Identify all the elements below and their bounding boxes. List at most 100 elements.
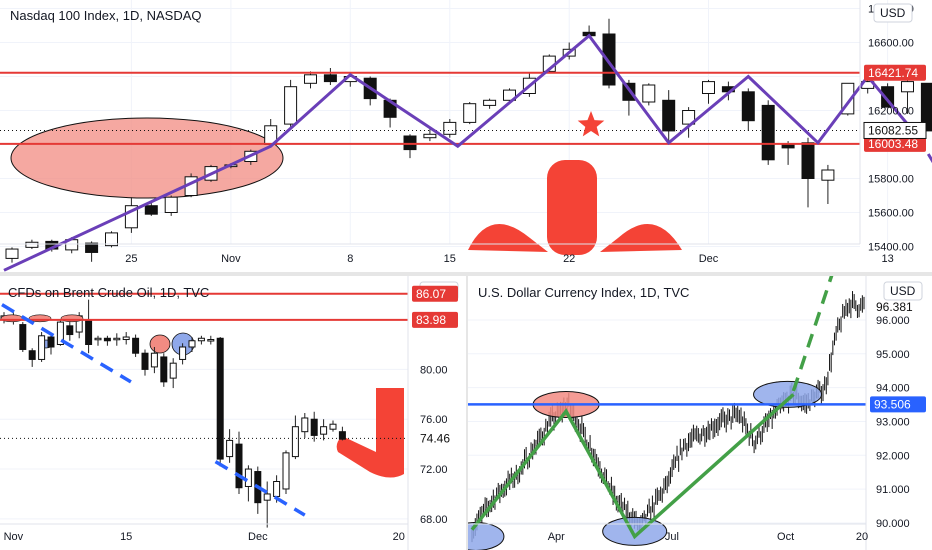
- nasdaq-candle: [323, 74, 337, 83]
- nasdaq-candle: [503, 89, 516, 101]
- nasdaq-candle: [801, 142, 815, 180]
- brent-candle: [56, 321, 64, 345]
- brent-y-tick-label: 76.00: [420, 414, 448, 426]
- nasdaq-candle: [741, 91, 755, 122]
- dxy-y-tick-label: 92.000: [876, 450, 910, 462]
- dxy-projection-line: [791, 276, 834, 392]
- dxy-level-tag-box: [870, 396, 926, 413]
- nasdaq-price-scale: 15400.0015600.0015800.0016000.0016200.00…: [859, 0, 927, 254]
- nasdaq-candle: [5, 248, 19, 259]
- nasdaq-x-tick-label: 22: [563, 253, 575, 265]
- dxy-y-tick-label: 90.000: [876, 518, 910, 530]
- dxy-x-tick-label: Apr: [548, 531, 565, 543]
- nasdaq-y-tick-label: 15600.00: [868, 208, 914, 220]
- panel-divider-vertical[interactable]: [466, 276, 468, 550]
- brent-candle: [291, 426, 299, 458]
- brent-ellipse-red: [149, 334, 171, 354]
- panel-divider-horizontal[interactable]: [0, 272, 932, 276]
- nasdaq-candle: [463, 103, 477, 123]
- nasdaq-chart-panel[interactable]: Nasdaq 100 Index, 1D, NASDAQ 15400.00 1560…: [0, 0, 932, 272]
- brent-candle: [28, 350, 36, 360]
- nasdaq-x-axis: 25Nov81522Dec1320: [0, 243, 894, 265]
- nasdaq-candle: [304, 74, 317, 84]
- nasdaq-candle: [901, 81, 914, 93]
- nasdaq-candle: [821, 169, 835, 181]
- nasdaq-y-tick-label: 15800.00: [868, 174, 914, 186]
- nasdaq-currency-label: USD: [880, 6, 906, 20]
- dxy-y-tick-label: 94.000: [876, 383, 910, 395]
- brent-candle: [132, 337, 140, 354]
- dxy-level-tag: 93.506: [874, 397, 911, 411]
- brent-candle: [85, 319, 93, 345]
- dxy-y-tick-label: 96.000: [876, 315, 910, 327]
- nasdaq-projection-line: [916, 135, 932, 164]
- nasdaq-x-tick-label: 25: [125, 253, 137, 265]
- brent-candle: [216, 337, 224, 460]
- brent-level-tag: 83.98: [416, 313, 446, 327]
- brent-candle: [310, 418, 318, 436]
- nasdaq-candle: [761, 104, 775, 161]
- nasdaq-candle: [144, 205, 158, 215]
- nasdaq-candle: [403, 135, 417, 151]
- nasdaq-pattern: [3, 33, 932, 272]
- nasdaq-x-tick-label: 15: [444, 253, 456, 265]
- brent-candle: [226, 439, 234, 458]
- brent-candle: [329, 423, 337, 430]
- nasdaq-pattern-line: [3, 33, 919, 272]
- nasdaq-last-price-box: [863, 121, 927, 139]
- dxy-currency-label: USD: [890, 284, 916, 298]
- brent-x-tick-label: Nov: [4, 531, 24, 543]
- brent-candle: [235, 443, 243, 489]
- dxy-x-tick-label: Oct: [777, 531, 794, 543]
- nasdaq-candle: [920, 82, 932, 132]
- brent-level-tag-box: [412, 311, 458, 328]
- nasdaq-y-tick-label: 15400.00: [868, 242, 914, 254]
- dxy-price-scale: 90.000 91.000 92.000 93.000 94.000 95.000 96.0…: [865, 276, 926, 550]
- nasdaq-candle: [483, 99, 497, 106]
- nasdaq-level-tag: 16003.48: [868, 137, 918, 151]
- brent-chart-panel[interactable]: CFDs on Brent Crude Oil, 1D, TVC 68.00 72.…: [0, 276, 466, 550]
- brent-x-tick-label: 20: [393, 531, 405, 543]
- brent-level-tag: 86.07: [416, 287, 446, 301]
- nasdaq-level-tag-box: [864, 135, 926, 152]
- brent-candle: [188, 340, 196, 348]
- nasdaq-candle: [443, 121, 457, 135]
- brent-grid: [0, 319, 408, 520]
- brent-x-tick-label: 15: [120, 531, 132, 543]
- brent-candle: [94, 337, 102, 341]
- nasdaq-candle: [423, 133, 437, 139]
- brent-chart[interactable]: CFDs on Brent Crude Oil, 1D, TVC 68.00 72.…: [0, 276, 466, 550]
- brent-candle: [282, 452, 290, 490]
- brent-x-tick-label: Dec: [248, 531, 268, 543]
- nasdaq-title: Nasdaq 100 Index, 1D, NASDAQ: [10, 8, 202, 23]
- dxy-currency-label-box: [883, 281, 923, 301]
- nasdaq-candle: [85, 242, 99, 253]
- nasdaq-x-tick-label: Dec: [699, 253, 719, 265]
- brent-level-tag-box: [412, 285, 458, 302]
- brent-x-axis: Nov 15 Dec 20: [0, 523, 408, 543]
- brent-candles: [0, 299, 346, 528]
- brent-y-tick-label: 72.00: [420, 464, 448, 476]
- brent-candle: [320, 426, 328, 435]
- brent-title: CFDs on Brent Crude Oil, 1D, TVC: [8, 285, 209, 300]
- nasdaq-level-tag: 16421.74: [868, 66, 918, 80]
- nasdaq-candle: [642, 84, 656, 103]
- brent-candle: [263, 493, 271, 501]
- nasdaq-x-tick-label: Nov: [221, 253, 241, 265]
- dxy-x-tick-label: 20: [856, 531, 868, 543]
- nasdaq-candle: [25, 241, 39, 248]
- nasdaq-x-tick-label: 13: [881, 253, 893, 265]
- nasdaq-candle: [105, 232, 118, 247]
- brent-candle: [244, 468, 252, 487]
- nasdaq-chart[interactable]: Nasdaq 100 Index, 1D, NASDAQ 15400.00 1560…: [0, 0, 932, 272]
- dxy-y-tick-label: 95.000: [876, 349, 910, 361]
- dxy-pattern-line: [470, 393, 795, 540]
- brent-last-price-tag: 74.46: [420, 431, 450, 445]
- dxy-ellipse-right: [753, 380, 823, 408]
- brent-candle: [19, 324, 27, 350]
- nasdaq-big-arrow-shaft: [547, 160, 597, 255]
- nasdaq-last-price-tag: 16082.55: [868, 123, 918, 137]
- brent-y-tick-label: 80.00: [420, 364, 448, 376]
- dxy-chart[interactable]: U.S. Dollar Currency Index, 1D, TVC 90.00…: [468, 276, 932, 550]
- dxy-chart-panel[interactable]: U.S. Dollar Currency Index, 1D, TVC 90.00…: [468, 276, 932, 550]
